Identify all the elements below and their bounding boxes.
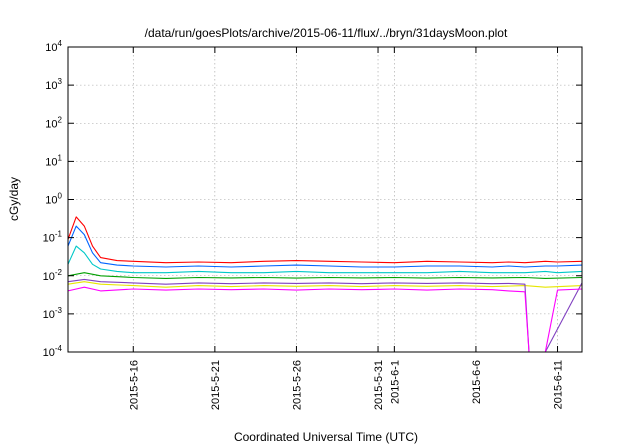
y-tick-label: 100 bbox=[45, 192, 62, 207]
x-tick-label: 2015-6-1 bbox=[389, 360, 401, 404]
y-tick-label: 103 bbox=[45, 77, 62, 92]
series-line-7 bbox=[67, 286, 583, 353]
x-tick-label: 2015-5-26 bbox=[291, 360, 303, 410]
grid-lines bbox=[68, 47, 582, 352]
y-tick-label: 10-4 bbox=[43, 344, 63, 359]
x-tick-label: 2015-5-21 bbox=[210, 360, 222, 410]
x-axis-label: Coordinated Universal Time (UTC) bbox=[234, 430, 418, 444]
y-axis-ticks: 10-4 10-3 10-2 10-1 100 101 102 103 104 bbox=[43, 39, 582, 359]
series-line-4 bbox=[67, 272, 583, 279]
x-tick-label: 2015-6-6 bbox=[471, 360, 483, 404]
series-group bbox=[67, 216, 583, 353]
y-tick-label: 10-3 bbox=[43, 306, 63, 321]
series-line-3 bbox=[67, 245, 583, 274]
series-line-5 bbox=[67, 281, 583, 288]
y-tick-label: 102 bbox=[45, 115, 62, 130]
chart-title: /data/run/goesPlots/archive/2015-06-11/f… bbox=[145, 26, 508, 40]
x-tick-label: 2015-6-11 bbox=[553, 360, 565, 409]
y-tick-label: 101 bbox=[45, 153, 62, 168]
x-axis-ticks: 2015-5-16 2015-5-21 2015-5-26 2015-5-31 2015… bbox=[128, 47, 565, 410]
series-line-6 bbox=[67, 278, 583, 353]
y-tick-label: 10-2 bbox=[43, 268, 63, 283]
series-line-2 bbox=[67, 225, 583, 268]
y-axis-label: cGy/day bbox=[7, 177, 21, 221]
x-tick-label: 2015-5-31 bbox=[373, 360, 385, 410]
x-tick-label: 2015-5-16 bbox=[128, 360, 140, 410]
y-tick-label: 104 bbox=[45, 39, 62, 54]
series-line-1 bbox=[67, 216, 583, 264]
y-tick-label: 10-1 bbox=[43, 230, 63, 245]
